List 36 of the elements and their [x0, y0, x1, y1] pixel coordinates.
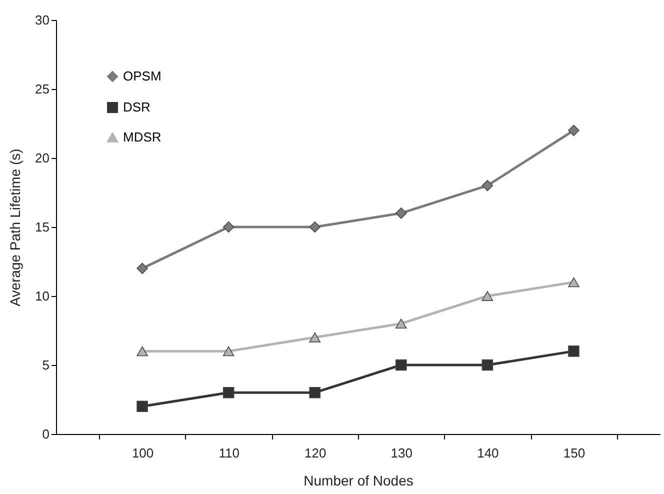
y-axis-title: Average Path Lifetime (s) — [7, 148, 24, 306]
point — [568, 124, 580, 136]
y-tick-label: 0 — [42, 426, 50, 442]
point — [482, 291, 494, 301]
y-tick-label: 10 — [35, 288, 50, 304]
legend-label: MDSR — [123, 130, 162, 144]
point — [309, 332, 320, 342]
y-tick-label: 30 — [35, 12, 50, 28]
point — [309, 221, 320, 233]
x-tick-label: 120 — [304, 446, 326, 460]
point — [482, 180, 494, 192]
legend-label: OPSM — [123, 68, 162, 84]
point — [568, 277, 580, 288]
x-axis-title: Number of Nodes — [304, 472, 414, 488]
point — [136, 346, 148, 356]
y-tick-label: 20 — [35, 150, 50, 166]
y-tick-label: 5 — [42, 358, 50, 372]
point — [136, 400, 148, 412]
x-tick-label: 100 — [132, 446, 154, 460]
point — [396, 359, 407, 371]
point — [396, 208, 407, 219]
legend-label: DSR — [123, 100, 150, 114]
x-tick-label: 130 — [390, 446, 412, 460]
x-tick-label: 150 — [563, 446, 586, 460]
point — [136, 262, 148, 274]
point — [222, 386, 234, 398]
point — [222, 221, 234, 233]
point — [309, 386, 320, 398]
x-tick-label: 110 — [218, 446, 240, 460]
point — [222, 346, 234, 356]
y-tick-label: 15 — [35, 220, 50, 234]
x-tick-label: 140 — [477, 446, 499, 460]
point — [482, 359, 494, 371]
point — [396, 318, 407, 329]
y-tick-label: 25 — [35, 82, 50, 96]
point — [568, 346, 580, 357]
